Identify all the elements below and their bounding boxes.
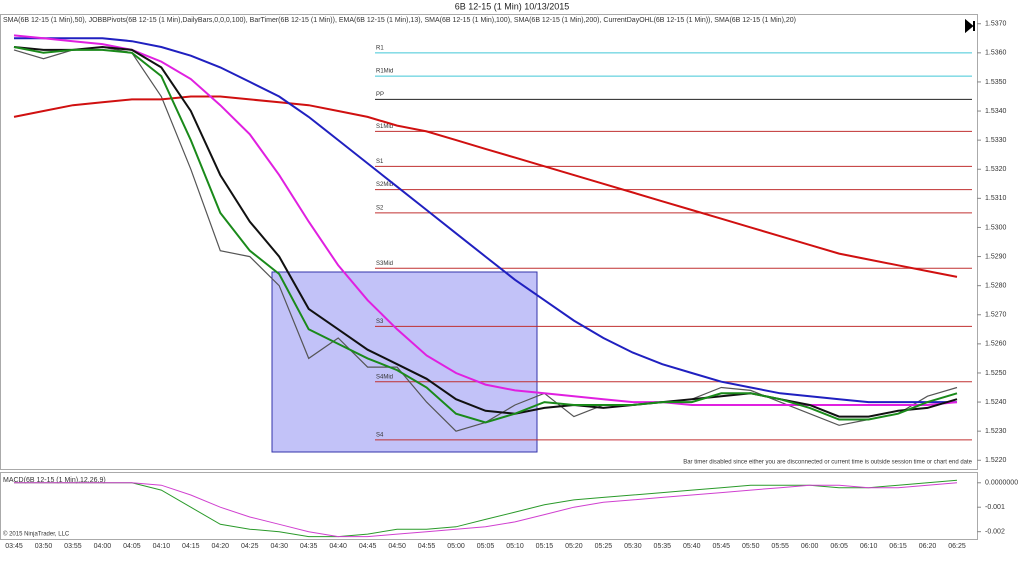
- highlight-region[interactable]: [271, 271, 538, 453]
- x-tick-label: 05:50: [742, 543, 760, 550]
- pivot-label: S2: [376, 205, 384, 211]
- x-tick-label: 06:15: [889, 543, 907, 550]
- y-tick-label: 1.5330: [985, 137, 1007, 144]
- series-line: [14, 482, 958, 538]
- pivot-label: S4Mid: [376, 374, 393, 380]
- pivot-label: S2Mid: [376, 182, 393, 188]
- x-tick-label: 06:25: [948, 543, 966, 550]
- pivot-label: R1Mid: [376, 69, 393, 75]
- x-tick-label: 06:05: [830, 543, 848, 550]
- y-tick-label: 1.5250: [985, 370, 1007, 377]
- x-tick-label: 04:15: [182, 543, 200, 550]
- y-tick-label: 1.5290: [985, 253, 1007, 260]
- y-tick-label: 0.0000000: [985, 480, 1018, 487]
- x-tick-label: 05:45: [712, 543, 730, 550]
- x-tick-label: 05:25: [595, 543, 613, 550]
- copyright: © 2015 NinjaTrader, LLC: [3, 531, 70, 538]
- x-tick-label: 05:55: [771, 543, 789, 550]
- x-tick-label: 04:05: [123, 543, 141, 550]
- y-tick-label: 1.5260: [985, 341, 1007, 348]
- x-tick-label: 05:40: [683, 543, 701, 550]
- y-tick-label: 1.5360: [985, 50, 1007, 57]
- y-tick-label: 1.5230: [985, 428, 1007, 435]
- y-tick-label: 1.5240: [985, 399, 1007, 406]
- x-tick-label: 04:25: [241, 543, 259, 550]
- scroll-end-button[interactable]: [965, 18, 975, 34]
- y-tick-label: 1.5320: [985, 166, 1007, 173]
- x-tick-label: 04:55: [418, 543, 436, 550]
- indicator-list: SMA(6B 12-15 (1 Min),50), JOBBPivots(6B …: [3, 17, 796, 24]
- y-tick-label: -0.001: [985, 504, 1005, 511]
- y-tick-label: 1.5350: [985, 79, 1007, 86]
- series-line: [13, 46, 958, 424]
- x-tick-label: 04:40: [329, 543, 347, 550]
- x-tick-label: 04:30: [270, 543, 288, 550]
- x-tick-label: 04:45: [359, 543, 377, 550]
- y-tick-label: 1.5340: [985, 108, 1007, 115]
- x-tick-label: 04:50: [388, 543, 406, 550]
- x-tick-label: 03:50: [35, 543, 53, 550]
- pivot-label: S1: [376, 159, 384, 165]
- pivot-label: R1: [376, 45, 384, 51]
- macd-panel: [0, 472, 978, 540]
- x-tick-label: 04:10: [153, 543, 171, 550]
- x-tick-label: 06:00: [801, 543, 819, 550]
- x-tick-label: 04:35: [300, 543, 318, 550]
- pivot-label: S3Mid: [376, 261, 393, 267]
- chart-title: 6B 12-15 (1 Min) 10/13/2015: [455, 1, 570, 11]
- x-tick-label: 05:30: [624, 543, 642, 550]
- x-tick-label: 05:00: [447, 543, 465, 550]
- y-tick-label: 1.5310: [985, 195, 1007, 202]
- x-tick-label: 05:20: [565, 543, 583, 550]
- x-tick-label: 04:00: [94, 543, 112, 550]
- y-tick-label: 1.5270: [985, 312, 1007, 319]
- pivot-label: S4: [376, 432, 384, 438]
- pivot-label: S3: [376, 319, 384, 325]
- series-line: [14, 37, 957, 404]
- x-tick-label: 03:55: [64, 543, 82, 550]
- y-tick-label: 1.5280: [985, 282, 1007, 289]
- x-tick-label: 04:20: [212, 543, 230, 550]
- x-tick-label: 06:10: [860, 543, 878, 550]
- y-tick-label: 1.5220: [985, 457, 1007, 464]
- series-line: [13, 45, 958, 418]
- price-panel: [0, 14, 978, 470]
- y-tick-label: 1.5300: [985, 224, 1007, 231]
- y-tick-label: 1.5370: [985, 21, 1007, 28]
- x-tick-label: 03:45: [5, 543, 23, 550]
- pivot-label: PP: [376, 92, 384, 98]
- y-tick-label: -0.002: [985, 529, 1005, 536]
- pivot-label: S1Mid: [376, 124, 393, 130]
- x-tick-label: 05:35: [654, 543, 672, 550]
- notice: Bar timer disabled since either you are …: [683, 460, 972, 466]
- x-tick-label: 05:10: [506, 543, 524, 550]
- x-tick-label: 05:15: [536, 543, 554, 550]
- x-tick-label: 06:20: [919, 543, 937, 550]
- macd-title: MACD(6B 12-15 (1 Min),12,26,9): [3, 477, 106, 484]
- series-line: [14, 479, 958, 538]
- x-tick-label: 05:05: [477, 543, 495, 550]
